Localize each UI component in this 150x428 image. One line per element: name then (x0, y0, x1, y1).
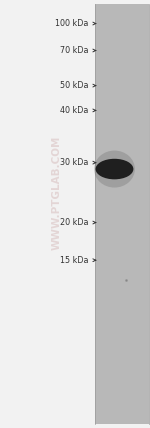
Ellipse shape (96, 159, 133, 179)
Ellipse shape (94, 151, 135, 187)
Text: 100 kDa: 100 kDa (55, 19, 88, 28)
Text: 20 kDa: 20 kDa (60, 218, 88, 227)
Text: 40 kDa: 40 kDa (60, 106, 88, 115)
Bar (94, 4, 148, 424)
Text: 30 kDa: 30 kDa (60, 158, 88, 167)
Text: WWW.PTGLAB.COM: WWW.PTGLAB.COM (52, 135, 62, 250)
Text: 15 kDa: 15 kDa (60, 256, 88, 265)
Text: 50 kDa: 50 kDa (60, 81, 88, 90)
Text: 70 kDa: 70 kDa (60, 46, 88, 55)
